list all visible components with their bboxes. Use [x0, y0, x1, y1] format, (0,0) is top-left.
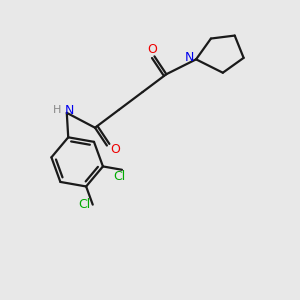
Text: Cl: Cl	[113, 170, 126, 183]
Text: N: N	[64, 104, 74, 117]
Text: N: N	[185, 51, 194, 64]
Text: O: O	[147, 43, 157, 56]
Text: Cl: Cl	[78, 198, 91, 211]
Text: H: H	[53, 106, 61, 116]
Text: O: O	[110, 142, 120, 156]
